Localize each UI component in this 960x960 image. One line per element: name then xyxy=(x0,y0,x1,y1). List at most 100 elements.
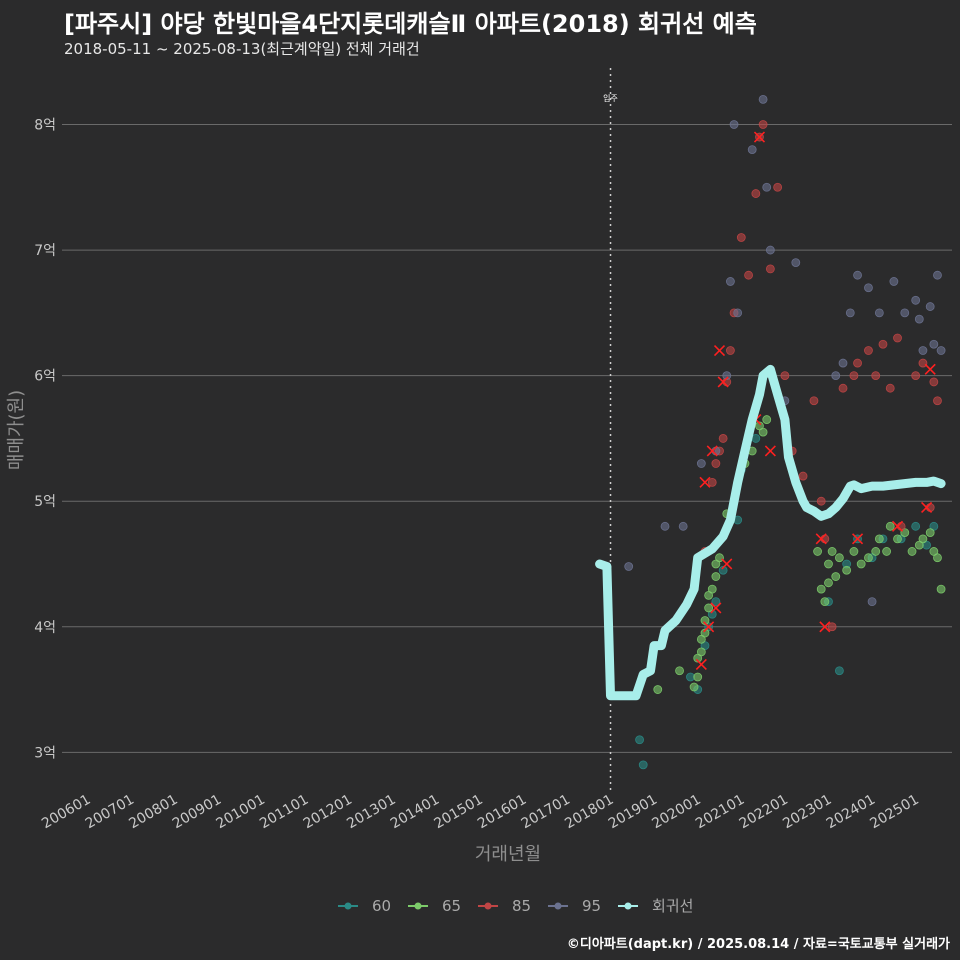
mark-stroke xyxy=(924,363,936,375)
legend-item-0: 60 xyxy=(338,897,391,915)
legend-item-1: 65 xyxy=(408,897,461,915)
point-65 xyxy=(856,559,866,569)
point-95 xyxy=(900,308,910,318)
highlight-mark xyxy=(819,621,831,633)
point-65 xyxy=(874,534,884,544)
highlight-mark xyxy=(851,533,864,545)
point-95 xyxy=(747,145,757,155)
point-95 xyxy=(765,245,775,255)
point-85 xyxy=(849,371,859,381)
x-tick-label: 201601 xyxy=(475,792,529,833)
legend-label: 95 xyxy=(582,897,601,915)
y-tick-label: 8억 xyxy=(34,118,56,134)
point-85 xyxy=(816,496,826,506)
legend-label: 60 xyxy=(372,897,391,915)
highlight-marks xyxy=(695,131,936,671)
point-65 xyxy=(893,534,902,544)
highlight-mark xyxy=(815,533,827,545)
point-65 xyxy=(758,427,768,437)
point-85 xyxy=(827,622,837,632)
point-85 xyxy=(736,233,746,242)
x-tick-label: 200701 xyxy=(83,792,137,833)
mark-stroke xyxy=(851,533,864,545)
y-axis-label: 매매가(원) xyxy=(6,390,27,470)
point-65 xyxy=(933,553,942,563)
point-65 xyxy=(925,528,935,537)
highlight-mark xyxy=(764,445,776,457)
point-85 xyxy=(871,371,881,381)
point-95 xyxy=(762,182,772,192)
x-tick-label: 200901 xyxy=(170,792,224,833)
point-95 xyxy=(936,346,946,355)
mark-stroke xyxy=(710,602,722,614)
point-60 xyxy=(635,735,644,745)
point-65 xyxy=(704,603,714,613)
point-95 xyxy=(678,521,688,531)
point-85 xyxy=(718,434,728,443)
legend-dot xyxy=(624,902,632,910)
point-85 xyxy=(911,371,921,381)
point-95 xyxy=(874,308,884,318)
point-65 xyxy=(842,565,852,575)
point-65 xyxy=(711,572,721,581)
point-60 xyxy=(718,565,728,575)
trend-line-path xyxy=(595,364,946,701)
y-tick-label: 7억 xyxy=(34,243,56,259)
trend-line xyxy=(595,364,946,701)
point-65 xyxy=(813,547,822,556)
x-tick-label: 201201 xyxy=(301,792,355,833)
point-65 xyxy=(882,547,892,556)
x-tick-label: 202501 xyxy=(867,792,921,833)
x-tick-label: 201701 xyxy=(519,792,573,833)
point-60 xyxy=(686,672,695,682)
x-tick-label: 201401 xyxy=(388,792,442,833)
point-85 xyxy=(809,396,819,406)
point-85 xyxy=(864,346,873,355)
point-85 xyxy=(885,383,895,393)
page-subtitle: 2018-05-11 ~ 2025-08-13(최근계약일) 전체 거래건 xyxy=(64,40,420,58)
highlight-mark xyxy=(921,501,933,514)
highlight-mark xyxy=(924,363,936,375)
x-tick-label: 201301 xyxy=(344,792,398,833)
point-95 xyxy=(696,459,706,468)
point-65 xyxy=(816,584,826,594)
highlight-mark xyxy=(699,476,711,488)
point-85 xyxy=(893,333,902,343)
y-axis-ticks: 3억 4억 5억 6억 7억 8억 xyxy=(34,118,56,762)
x-tick-label: 200601 xyxy=(39,792,93,833)
legend-label: 회귀선 xyxy=(652,897,693,915)
point-65 xyxy=(700,628,710,638)
legend-dot xyxy=(554,902,562,910)
point-85 xyxy=(765,264,775,274)
point-85 xyxy=(878,339,888,349)
point-65 xyxy=(871,547,881,556)
point-85 xyxy=(780,371,790,381)
point-95 xyxy=(933,270,942,280)
highlight-mark xyxy=(891,520,904,532)
footer-credit: ©디아파트(dapt.kr) / 2025.08.14 / 자료=국토교통부 실… xyxy=(566,937,950,952)
legend-item-3: 95 xyxy=(548,897,601,915)
mark-stroke xyxy=(721,558,733,570)
point-85 xyxy=(838,383,848,393)
y-tick-label: 5억 xyxy=(34,494,56,510)
point-95 xyxy=(889,277,899,286)
legend-label: 85 xyxy=(512,897,531,915)
point-85 xyxy=(853,358,862,368)
page-title: [파주시] 야당 한빛마을4단지롯데캐슬Ⅱ 아파트(2018) 회귀선 예측 xyxy=(64,10,757,38)
point-65 xyxy=(696,647,706,657)
grid-lines xyxy=(62,124,952,753)
point-65 xyxy=(675,666,684,676)
point-60 xyxy=(834,666,844,676)
mark-stroke xyxy=(713,344,726,357)
point-65 xyxy=(824,578,833,588)
x-tick-label: 201101 xyxy=(257,792,311,833)
point-65 xyxy=(907,547,917,556)
point-95 xyxy=(911,295,921,305)
legend: 60 65 85 95 회귀선 xyxy=(338,897,693,915)
mark-stroke xyxy=(706,445,718,457)
point-95 xyxy=(914,314,924,324)
mark-stroke xyxy=(695,658,707,671)
highlight-mark xyxy=(753,131,766,143)
point-95 xyxy=(660,521,670,531)
point-95 xyxy=(729,120,739,129)
